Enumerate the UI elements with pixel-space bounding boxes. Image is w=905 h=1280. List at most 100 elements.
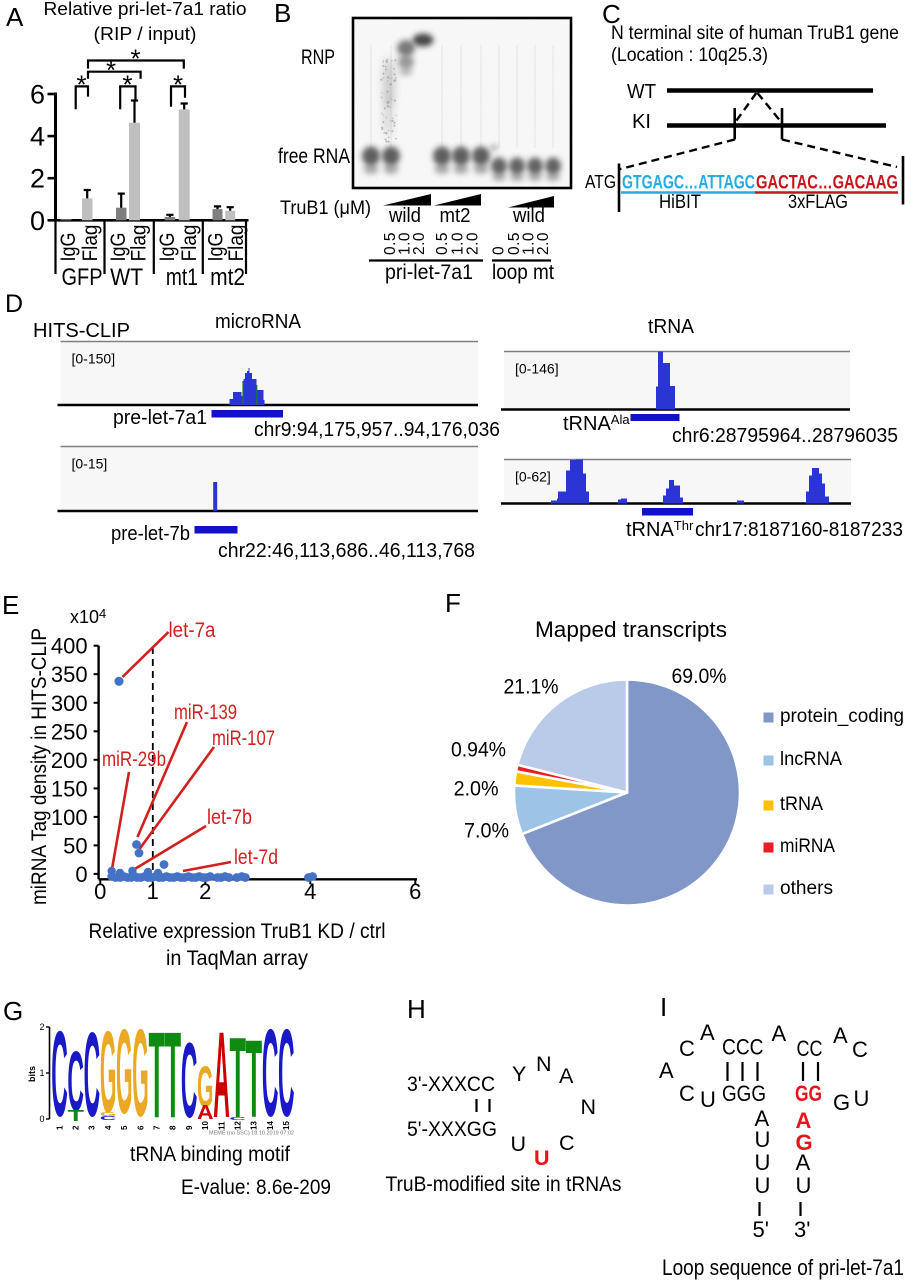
svg-text:1: 1: [55, 1125, 64, 1130]
svg-text:G: G: [833, 1090, 850, 1115]
svg-text:G: G: [116, 1006, 132, 1140]
svg-text:C: C: [51, 1006, 68, 1142]
svg-text:TruB1 (μM): TruB1 (μM): [280, 197, 371, 219]
svg-text:tRNA: tRNA: [780, 793, 823, 815]
svg-text:chr22:46,113,686..46,113,768: chr22:46,113,686..46,113,768: [218, 540, 475, 562]
svg-text:0.5: 0.5: [506, 232, 523, 255]
svg-text:GTGAGC…ATTAGC: GTGAGC…ATTAGC: [622, 172, 755, 194]
svg-text:CCC: CCC: [722, 1035, 764, 1060]
svg-text:*: *: [122, 70, 132, 100]
svg-text:mt2: mt2: [440, 205, 471, 227]
svg-text:69.0%: 69.0%: [672, 665, 727, 688]
svg-text:A: A: [197, 1101, 214, 1123]
svg-text:x104: x104: [70, 606, 106, 627]
svg-text:2.0: 2.0: [411, 232, 428, 255]
svg-text:mt2: mt2: [210, 264, 245, 291]
svg-text:2.0: 2.0: [465, 232, 482, 255]
svg-text:E-value: 8.6e-209: E-value: 8.6e-209: [181, 1175, 331, 1199]
svg-text:chr17:8187160-8187233: chr17:8187160-8187233: [695, 519, 903, 541]
svg-text:5'-XXXGG: 5'-XXXGG: [407, 1117, 497, 1141]
svg-text:N terminal site of human TruB1: N terminal site of human TruB1 gene: [611, 23, 899, 44]
svg-text:F: F: [445, 588, 461, 618]
svg-text:(Location : 10q25.3): (Location : 10q25.3): [611, 45, 768, 66]
svg-text:chr6:28795964..28796035: chr6:28795964..28796035: [672, 425, 898, 447]
svg-text:C: C: [262, 1003, 279, 1142]
svg-text:9: 9: [185, 1125, 194, 1130]
svg-text:[0-15]: [0-15]: [72, 456, 108, 472]
svg-text:G: G: [100, 1111, 116, 1117]
svg-text:4: 4: [30, 122, 45, 152]
svg-text:I: I: [660, 992, 667, 1022]
svg-text:1: 1: [39, 1068, 44, 1078]
svg-text:wild: wild: [388, 205, 421, 227]
svg-text:free RNA: free RNA: [278, 145, 350, 168]
svg-text:100: 100: [51, 805, 88, 830]
svg-text:IgG: IgG: [57, 233, 80, 262]
svg-text:6: 6: [136, 1125, 145, 1130]
svg-text:IgG: IgG: [156, 233, 179, 262]
svg-text:KI: KI: [632, 111, 651, 133]
svg-text:1.0: 1.0: [450, 232, 467, 255]
svg-text:IgG: IgG: [107, 233, 130, 262]
svg-text:chr9:94,175,957..94,176,036: chr9:94,175,957..94,176,036: [254, 419, 500, 441]
svg-text:4: 4: [104, 1125, 113, 1130]
svg-text:N: N: [581, 1095, 597, 1119]
svg-text:C: C: [278, 1003, 295, 1142]
svg-text:HiBIT: HiBIT: [659, 191, 701, 213]
svg-text:A: A: [559, 1064, 574, 1088]
svg-text:E: E: [2, 590, 19, 620]
svg-text:7: 7: [153, 1125, 162, 1130]
svg-text:C: C: [100, 1115, 117, 1121]
svg-text:T: T: [148, 1005, 164, 1143]
svg-text:6: 6: [30, 80, 45, 110]
svg-text:CC: CC: [797, 1036, 823, 1061]
svg-text:A: A: [6, 2, 24, 32]
svg-text:12: 12: [234, 1121, 243, 1130]
svg-text:[0-146]: [0-146]: [515, 361, 559, 377]
svg-text:8: 8: [169, 1125, 178, 1130]
svg-text:TruB-modified site in tRNAs: TruB-modified site in tRNAs: [386, 1172, 622, 1196]
svg-text:350: 350: [51, 662, 88, 687]
svg-text:H: H: [407, 994, 426, 1024]
svg-text:MEME (no SSC) 18.10.2019 07:02: MEME (no SSC) 18.10.2019 07:02: [209, 1131, 294, 1137]
svg-text:GGG: GGG: [722, 1081, 766, 1106]
svg-text:2: 2: [199, 879, 211, 904]
svg-text:0: 0: [39, 1114, 44, 1124]
svg-text:miR-107: miR-107: [212, 727, 275, 750]
svg-text:microRNA: microRNA: [215, 311, 302, 333]
svg-text:WT: WT: [627, 81, 656, 103]
svg-text:C: C: [181, 1022, 198, 1141]
svg-text:U: U: [755, 1127, 771, 1152]
svg-text:Flag: Flag: [225, 225, 248, 262]
svg-text:1.0: 1.0: [521, 232, 538, 255]
svg-text:400: 400: [51, 634, 88, 659]
svg-text:[0-150]: [0-150]: [72, 351, 116, 367]
svg-text:WT: WT: [110, 264, 143, 291]
svg-text:300: 300: [51, 691, 88, 716]
svg-text:A: A: [833, 1023, 848, 1048]
svg-text:T: T: [246, 1017, 263, 1141]
svg-text:G: G: [197, 1055, 213, 1120]
svg-text:4: 4: [304, 879, 316, 904]
svg-text:11: 11: [217, 1121, 226, 1130]
svg-text:miR-139: miR-139: [174, 701, 237, 724]
svg-text:RNP: RNP: [301, 46, 335, 69]
svg-text:U: U: [755, 1173, 771, 1198]
svg-text:C: C: [852, 1037, 868, 1062]
svg-text:3xFLAG: 3xFLAG: [788, 191, 848, 213]
svg-text:HITS-CLIP: HITS-CLIP: [33, 320, 130, 342]
svg-text:2: 2: [72, 1125, 81, 1130]
svg-text:U: U: [755, 1150, 771, 1175]
svg-text:[0-62]: [0-62]: [515, 469, 551, 485]
svg-text:6: 6: [409, 879, 421, 904]
svg-text:0: 0: [30, 206, 45, 236]
svg-text:in TaqMan array: in TaqMan array: [166, 947, 308, 970]
svg-text:1.0: 1.0: [397, 232, 414, 255]
svg-text:pri-let-7a1: pri-let-7a1: [385, 261, 473, 284]
svg-text:Relative expression TruB1 KD /: Relative expression TruB1 KD / ctrl: [89, 920, 386, 943]
svg-text:A: A: [700, 1020, 715, 1045]
svg-text:U: U: [700, 1087, 716, 1112]
svg-text:T: T: [165, 1005, 181, 1143]
svg-text:D: D: [5, 290, 23, 318]
svg-text:C: C: [679, 1081, 695, 1106]
